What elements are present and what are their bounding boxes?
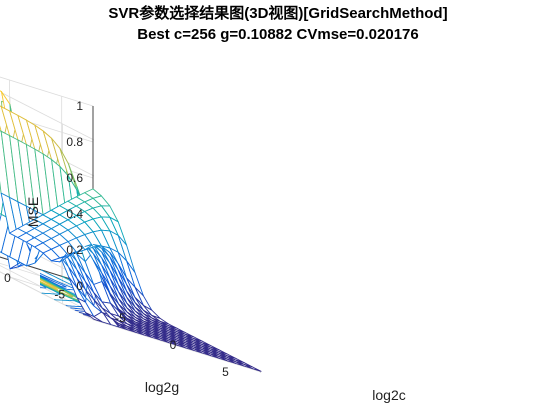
chart-title: SVR参数选择结果图(3D视图)[GridSearchMethod] <box>108 4 447 22</box>
y-tick-label: 0 <box>4 271 11 285</box>
axis-ticks: 00.20.40.60.81-50550-5 <box>4 99 229 379</box>
contour-line <box>40 279 59 291</box>
surface-cell <box>243 363 262 372</box>
contour-line <box>40 278 74 298</box>
z-axis-label: MSE <box>25 197 41 227</box>
z-tick-label: 0.2 <box>66 243 83 257</box>
z-tick-label: 0.6 <box>66 171 83 185</box>
z-tick-label: 0 <box>76 279 83 293</box>
side-edge <box>93 319 262 373</box>
z-tick-label: 1 <box>76 99 83 113</box>
x-tick-label: 5 <box>222 365 229 379</box>
z-tick-label: 0.4 <box>66 207 83 221</box>
x-tick-label: 0 <box>170 338 177 352</box>
mse-surface-mesh <box>0 90 262 372</box>
z-tick-label: 0.8 <box>66 135 83 149</box>
x-axis-label: log2c <box>372 387 405 403</box>
contour-line <box>40 277 82 302</box>
chart-subtitle: Best c=256 g=0.10882 CVmse=0.020176 <box>137 26 418 43</box>
y-axis-label: log2g <box>145 379 179 395</box>
x-tick-label: -5 <box>115 311 126 325</box>
y-tick-label: -5 <box>54 287 65 301</box>
